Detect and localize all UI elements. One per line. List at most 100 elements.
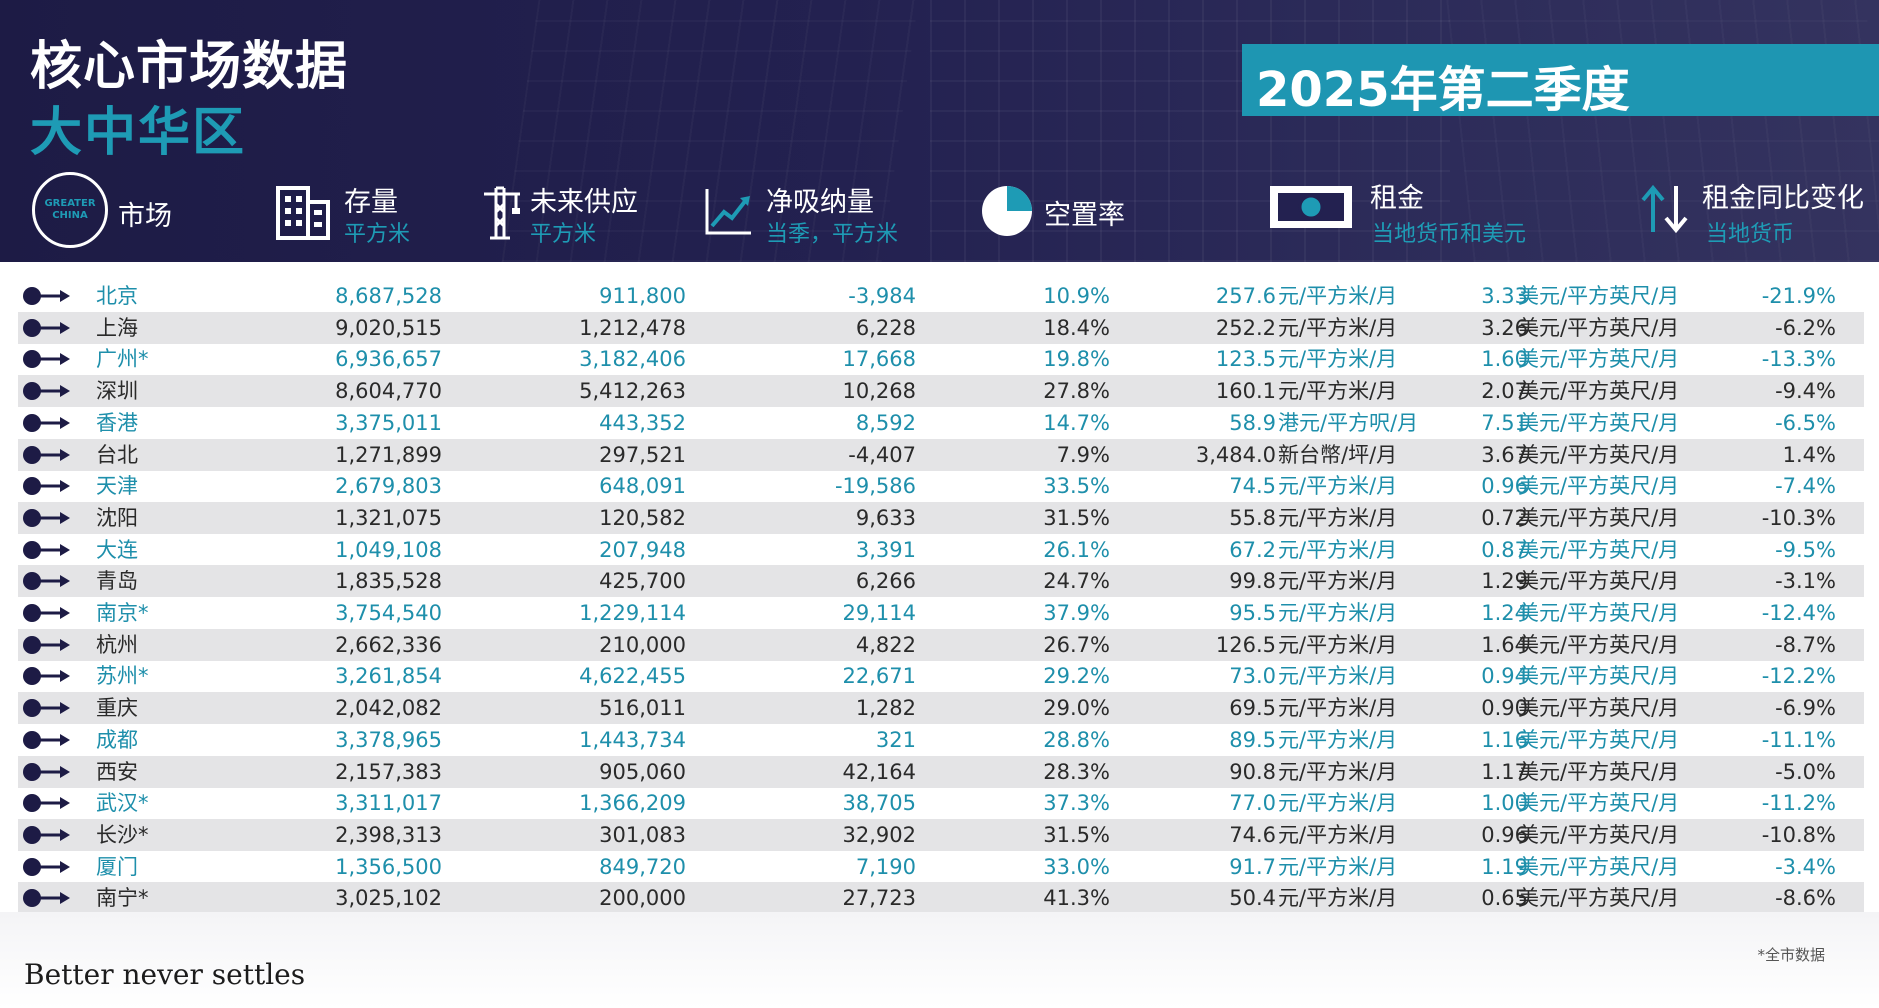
cell-rent-change: -3.4% xyxy=(1775,854,1836,879)
cell-stock: 1,835,528 xyxy=(335,569,442,594)
cell-rent-local: 50.4 xyxy=(1229,886,1276,911)
cell-future-supply: 3,182,406 xyxy=(579,347,686,372)
cell-vacancy: 10.9% xyxy=(1043,284,1110,308)
cell-vacancy: 37.9% xyxy=(1043,601,1110,625)
cell-market: 成都 xyxy=(96,727,138,752)
cell-vacancy: 27.8% xyxy=(1043,379,1110,404)
trend-chart-icon xyxy=(705,189,751,235)
cell-rent-local-unit: 元/平方米/月 xyxy=(1278,854,1398,879)
cell-rent-usd-unit: 美元/平方英尺/月 xyxy=(1518,632,1680,657)
arrow-right-icon xyxy=(23,318,70,337)
cell-stock: 3,261,854 xyxy=(335,664,442,689)
cell-future-supply: 4,622,455 xyxy=(579,664,686,689)
cell-rent-local-unit: 元/平方米/月 xyxy=(1278,379,1398,404)
cell-market: 长沙* xyxy=(96,822,149,847)
arrow-right-icon xyxy=(23,794,70,813)
cell-market: 重庆 xyxy=(96,696,138,721)
cell-stock: 8,604,770 xyxy=(335,379,442,404)
cell-future-supply: 5,412,263 xyxy=(579,379,686,404)
cell-future-supply: 1,229,114 xyxy=(579,601,686,625)
arrow-right-icon xyxy=(23,889,70,908)
col-unit-future-supply: 平方米 xyxy=(530,222,597,247)
table-row: 西安 2,157,383 905,060 42,164 28.3% 90.8 元/平方米/月… xyxy=(18,755,1864,788)
cell-rent-change: -8.6% xyxy=(1775,886,1836,911)
table-row: 武汉* 3,311,017 1,366,209 38,705 37.3% 77.0 元/平方… xyxy=(18,787,1864,819)
col-header-stock: 存量 xyxy=(344,187,398,218)
cell-vacancy: 33.0% xyxy=(1043,854,1110,879)
table-row: 厦门 1,356,500 849,720 7,190 33.0% 91.7 元/平方米/月 1… xyxy=(18,851,1864,883)
arrow-right-icon xyxy=(23,857,70,876)
cell-stock: 1,321,075 xyxy=(335,505,442,530)
cell-rent-local-unit: 新台幣/坪/月 xyxy=(1278,442,1398,467)
cell-market: 苏州* xyxy=(96,664,149,689)
up-down-arrows-icon xyxy=(1641,184,1688,234)
cell-rent-usd: 1.64 xyxy=(1481,632,1528,657)
cell-vacancy: 14.7% xyxy=(1043,410,1110,435)
cell-net-absorption: -4,407 xyxy=(848,442,916,467)
cell-vacancy: 19.8% xyxy=(1043,347,1110,372)
cell-rent-local: 126.5 xyxy=(1215,632,1276,657)
col-unit-net-absorption: 当季，平方米 xyxy=(766,222,899,247)
cell-future-supply: 301,083 xyxy=(599,822,686,847)
cell-market: 深圳 xyxy=(96,379,138,404)
cell-rent-usd-unit: 美元/平方英尺/月 xyxy=(1518,854,1680,879)
cell-future-supply: 210,000 xyxy=(599,632,686,657)
cell-rent-usd-unit: 美元/平方英尺/月 xyxy=(1518,601,1680,625)
cell-rent-local: 99.8 xyxy=(1229,569,1276,594)
arrow-right-icon xyxy=(23,413,70,432)
cell-rent-local-unit: 元/平方米/月 xyxy=(1278,537,1398,562)
cell-rent-usd-unit: 美元/平方英尺/月 xyxy=(1518,759,1680,784)
cell-market: 上海 xyxy=(96,315,138,340)
cell-rent-local: 74.6 xyxy=(1229,822,1276,847)
cell-rent-usd: 0.87 xyxy=(1481,537,1528,562)
cell-rent-usd-unit: 美元/平方英尺/月 xyxy=(1518,474,1680,499)
cell-market: 天津 xyxy=(96,474,138,499)
cell-market: 广州* xyxy=(96,347,149,372)
cell-stock: 2,042,082 xyxy=(335,696,442,721)
cell-future-supply: 425,700 xyxy=(599,569,686,594)
cell-rent-usd-unit: 美元/平方英尺/月 xyxy=(1518,664,1680,689)
cell-rent-local: 67.2 xyxy=(1229,537,1276,562)
col-unit-rent: 当地货币和美元 xyxy=(1372,222,1527,247)
cell-market: 香港 xyxy=(96,410,138,435)
cell-rent-usd-unit: 美元/平方英尺/月 xyxy=(1518,347,1680,372)
cell-stock: 3,025,102 xyxy=(335,886,442,911)
cell-rent-usd: 7.51 xyxy=(1481,410,1528,435)
table-row: 台北 1,271,899 297,521 -4,407 7.9% 3,484.0 新台幣/坪… xyxy=(18,438,1864,471)
cell-stock: 8,687,528 xyxy=(335,284,442,308)
cell-rent-local: 89.5 xyxy=(1229,727,1276,752)
cell-rent-usd: 1.19 xyxy=(1481,854,1528,879)
cell-rent-change: -11.1% xyxy=(1761,727,1836,752)
cell-rent-usd: 1.16 xyxy=(1481,727,1528,752)
cell-rent-usd-unit: 美元/平方英尺/月 xyxy=(1518,537,1680,562)
cell-net-absorption: -3,984 xyxy=(848,284,916,308)
cell-rent-usd: 1.29 xyxy=(1481,569,1528,594)
cell-rent-usd: 3.33 xyxy=(1481,284,1528,308)
cell-rent-local-unit: 元/平方米/月 xyxy=(1278,664,1398,689)
cell-net-absorption: 8,592 xyxy=(855,410,916,435)
cell-rent-local-unit: 元/平方米/月 xyxy=(1278,315,1398,340)
quarter-label: 2025年第二季度 xyxy=(1256,62,1630,118)
cell-stock: 1,356,500 xyxy=(335,854,442,879)
arrow-right-icon xyxy=(23,667,70,686)
table-row: 北京 8,687,528 911,800 -3,984 10.9% 257.6 元/平方米/… xyxy=(18,280,1864,312)
cell-rent-usd: 3.26 xyxy=(1481,315,1528,340)
col-unit-rent-change: 当地货币 xyxy=(1706,222,1795,247)
table-row: 青岛 1,835,528 425,700 6,266 24.7% 99.8 元/平方米/月 1… xyxy=(18,565,1864,598)
cell-rent-usd: 0.65 xyxy=(1481,886,1528,911)
arrow-right-icon xyxy=(23,604,70,622)
cell-net-absorption: 4,822 xyxy=(855,632,916,657)
cell-rent-usd: 0.72 xyxy=(1481,505,1528,530)
cell-rent-change: -3.1% xyxy=(1775,569,1836,594)
table-row: 沈阳 1,321,075 120,582 9,633 31.5% 55.8 元/平方米/月 0… xyxy=(18,501,1864,534)
table-row: 杭州 2,662,336 210,000 4,822 26.7% 126.5 元/平方米/月… xyxy=(18,628,1864,661)
cell-future-supply: 200,000 xyxy=(599,886,686,911)
col-unit-stock: 平方米 xyxy=(344,222,411,247)
cell-vacancy: 33.5% xyxy=(1043,474,1110,499)
arrow-right-icon xyxy=(23,762,70,781)
cell-future-supply: 1,366,209 xyxy=(579,791,686,816)
col-header-net-absorption: 净吸纳量 xyxy=(766,187,874,218)
table-row: 重庆 2,042,082 516,011 1,282 29.0% 69.5 元/平方米/月 0… xyxy=(18,692,1864,725)
cell-market: 北京 xyxy=(96,284,138,308)
cell-rent-usd-unit: 美元/平方英尺/月 xyxy=(1518,379,1680,404)
